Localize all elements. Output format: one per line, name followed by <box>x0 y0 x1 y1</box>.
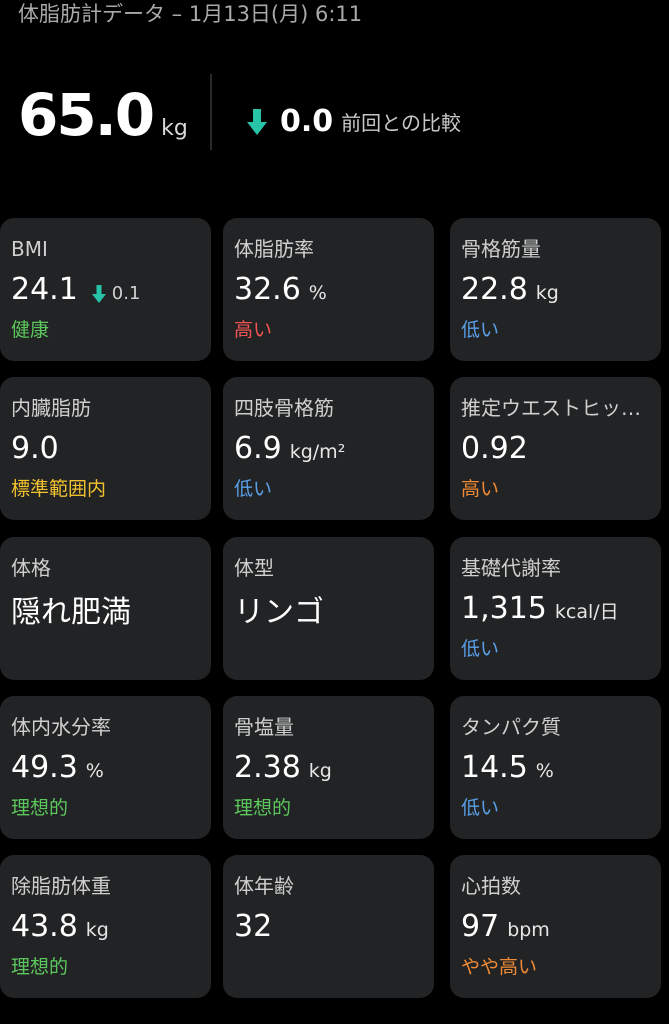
arrow-down-icon <box>91 284 106 303</box>
card-label: 体脂肪率 <box>234 237 314 261</box>
weight-comparison: 0.0 前回との比較 <box>246 104 461 139</box>
card-unit: kg <box>85 919 109 941</box>
card-label: 体年齢 <box>234 874 294 898</box>
card-value: 2.38 <box>234 750 301 785</box>
bmi-change-value: 0.1 <box>111 283 141 304</box>
card-value: 49.3 <box>11 750 78 785</box>
card-label: 心拍数 <box>461 874 521 898</box>
card-value: 32.6 <box>234 272 301 307</box>
card-unit: kcal/日 <box>554 601 619 623</box>
page-title: 体脂肪計データ – 1月13日(月) 6:11 <box>18 2 363 26</box>
status-badge: やや高い <box>461 956 538 978</box>
card-body-age[interactable]: 体年齢 32 <box>223 855 434 998</box>
status-badge: 理想的 <box>11 956 69 978</box>
card-unit: % <box>535 760 554 782</box>
card-unit: kg <box>308 760 332 782</box>
card-label: 除脂肪体重 <box>11 874 111 898</box>
card-protein[interactable]: タンパク質 14.5 % 低い <box>450 696 661 839</box>
status-badge: 理想的 <box>11 797 69 819</box>
card-heart-rate[interactable]: 心拍数 97 bpm やや高い <box>450 855 661 998</box>
status-badge: 健康 <box>11 319 50 341</box>
arrow-down-icon <box>247 108 267 135</box>
card-unit: % <box>308 282 327 304</box>
card-label: 骨塩量 <box>234 715 294 739</box>
weight-value: 65.0 <box>18 81 155 149</box>
card-bmr[interactable]: 基礎代謝率 1,315 kcal/日 低い <box>450 537 661 680</box>
card-value: 97 <box>461 909 500 944</box>
card-value: 24.1 <box>11 272 78 307</box>
card-physique[interactable]: 体格 隠れ肥満 <box>0 537 211 680</box>
card-body-fat[interactable]: 体脂肪率 32.6 % 高い <box>223 218 434 361</box>
card-limb-muscle[interactable]: 四肢骨格筋 6.9 kg/m² 低い <box>223 377 434 520</box>
card-lean-mass[interactable]: 除脂肪体重 43.8 kg 理想的 <box>0 855 211 998</box>
weight-change-value: 0.0 <box>280 104 334 139</box>
card-label: 基礎代謝率 <box>461 556 561 580</box>
card-visceral-fat[interactable]: 内臓脂肪 9.0 標準範囲内 <box>0 377 211 520</box>
bmi-change: 0.1 <box>91 283 141 304</box>
card-value: 0.92 <box>461 431 528 466</box>
status-badge: 低い <box>461 319 500 341</box>
card-unit: kg/m² <box>289 441 346 463</box>
status-badge: 低い <box>461 797 500 819</box>
status-badge: 高い <box>461 478 500 500</box>
card-value: 9.0 <box>11 431 59 466</box>
card-value: 14.5 <box>461 750 528 785</box>
card-value: 43.8 <box>11 909 78 944</box>
card-label: 体格 <box>11 556 51 580</box>
card-value: 22.8 <box>461 272 528 307</box>
status-badge: 標準範囲内 <box>11 478 107 500</box>
card-value: 1,315 <box>461 591 547 626</box>
status-badge: 高い <box>234 319 273 341</box>
status-badge: 理想的 <box>234 797 292 819</box>
card-value: リンゴ <box>234 595 324 630</box>
card-unit: kg <box>535 282 559 304</box>
card-label: 体内水分率 <box>11 715 111 739</box>
status-badge: 低い <box>461 638 500 660</box>
card-value: 32 <box>234 909 273 944</box>
card-body-water[interactable]: 体内水分率 49.3 % 理想的 <box>0 696 211 839</box>
card-body-shape[interactable]: 体型 リンゴ <box>223 537 434 680</box>
weight-summary: 65.0 kg <box>18 80 188 150</box>
card-label: 推定ウエストヒップ比 <box>461 396 649 420</box>
card-unit: % <box>85 760 104 782</box>
card-label: タンパク質 <box>461 715 561 739</box>
weight-change-label: 前回との比較 <box>341 111 461 135</box>
card-label: 内臓脂肪 <box>11 396 91 420</box>
card-value: 隠れ肥満 <box>11 595 131 630</box>
card-value: 6.9 <box>234 431 282 466</box>
card-unit: bpm <box>507 919 550 941</box>
weight-unit: kg <box>161 116 188 141</box>
card-label: 骨格筋量 <box>461 237 541 261</box>
card-label: 四肢骨格筋 <box>234 396 334 420</box>
card-label: BMI <box>11 237 48 261</box>
card-bmi[interactable]: BMI 24.1 0.1 健康 <box>0 218 211 361</box>
card-skeletal-muscle[interactable]: 骨格筋量 22.8 kg 低い <box>450 218 661 361</box>
card-waist-hip-ratio[interactable]: 推定ウエストヒップ比 0.92 高い <box>450 377 661 520</box>
card-bone-mass[interactable]: 骨塩量 2.38 kg 理想的 <box>223 696 434 839</box>
status-badge: 低い <box>234 478 273 500</box>
divider <box>210 74 212 150</box>
card-label: 体型 <box>234 556 274 580</box>
